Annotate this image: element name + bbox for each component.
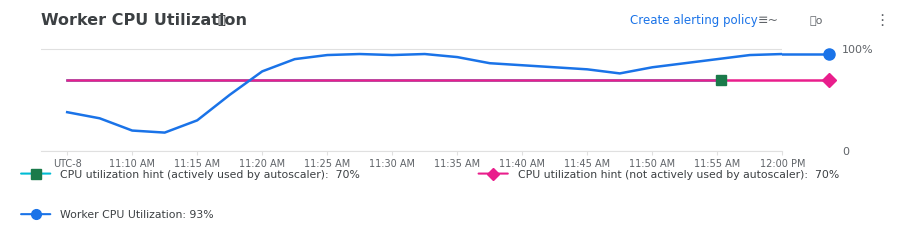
Text: ⋮: ⋮	[874, 13, 889, 28]
Text: ≡~: ≡~	[758, 14, 779, 27]
Text: ⨉ᴏ: ⨉ᴏ	[810, 16, 824, 26]
Text: Create alerting policy: Create alerting policy	[630, 14, 758, 27]
Text: CPU utilization hint (not actively used by autoscaler):  70%: CPU utilization hint (not actively used …	[518, 169, 839, 179]
Text: Worker CPU Utilization: Worker CPU Utilization	[41, 13, 247, 28]
Text: Worker CPU Utilization: 93%: Worker CPU Utilization: 93%	[60, 209, 214, 219]
Text: 0: 0	[842, 146, 849, 156]
Text: CPU utilization hint (actively used by autoscaler):  70%: CPU utilization hint (actively used by a…	[60, 169, 361, 179]
Text: ❓: ❓	[218, 14, 226, 27]
Text: 100%: 100%	[842, 45, 874, 55]
